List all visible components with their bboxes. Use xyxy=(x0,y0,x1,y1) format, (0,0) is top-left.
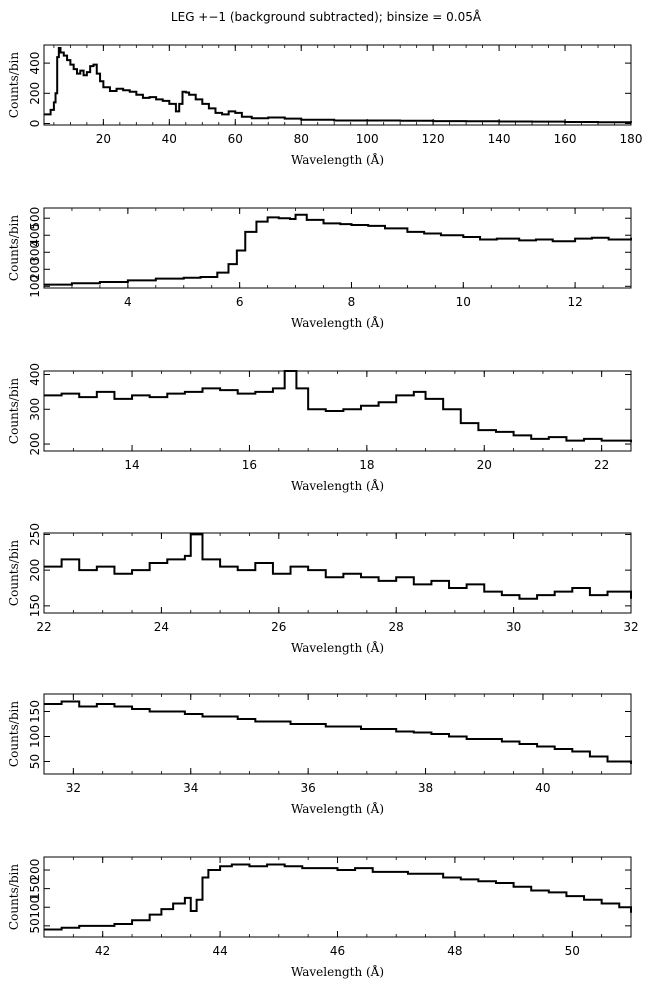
x-tick-label: 14 xyxy=(124,458,139,472)
x-tick-label: 20 xyxy=(96,132,111,146)
x-tick-label: 100 xyxy=(356,132,379,146)
x-tick-label: 40 xyxy=(162,132,177,146)
y-tick-label: 200 xyxy=(28,859,42,882)
x-tick-label: 60 xyxy=(228,132,243,146)
x-tick-label: 22 xyxy=(36,620,51,634)
x-tick-label: 50 xyxy=(565,944,580,958)
x-tick-label: 40 xyxy=(535,781,550,795)
y-axis-label: Counts/bin xyxy=(7,378,21,444)
y-tick-label: 300 xyxy=(28,398,42,421)
y-tick-label: 300 xyxy=(28,241,42,264)
panel-4: 22 24 26 28 30 32 150 200 250 Wavelength (Å) Count… xyxy=(7,523,639,655)
x-tick-label: 4 xyxy=(124,295,132,309)
spectrum-series xyxy=(44,47,632,124)
x-axis-label: Wavelength (Å) xyxy=(291,152,384,167)
x-tick-label: 32 xyxy=(623,620,638,634)
y-tick-label: 200 xyxy=(28,559,42,582)
x-tick-label: 26 xyxy=(271,620,286,634)
panel-3: 14 16 18 20 22 200 300 400 Wavelength (Å) Counts/… xyxy=(7,363,632,493)
y-tick-label: 50 xyxy=(28,754,42,769)
x-tick-label: 32 xyxy=(66,781,81,795)
x-tick-label: 42 xyxy=(95,944,110,958)
x-tick-label: 18 xyxy=(359,458,374,472)
y-tick-label: 400 xyxy=(28,52,42,75)
plot-frame xyxy=(43,207,632,289)
spectrum-series xyxy=(44,863,632,931)
x-tick-label: 6 xyxy=(236,295,244,309)
x-tick-label: 12 xyxy=(567,295,582,309)
y-tick-label: 100 xyxy=(28,725,42,748)
x-axis-label: Wavelength (Å) xyxy=(291,640,384,655)
panel-5: 32 34 36 38 40 50 100 150 Wavelength (Å) Counts/b… xyxy=(7,693,632,816)
y-tick-label: 200 xyxy=(28,82,42,105)
spectrum-series xyxy=(44,700,632,764)
panel-1: 20 40 60 80 100 120 140 160 180 0 200 400 Wavelength… xyxy=(7,44,643,167)
x-tick-label: 22 xyxy=(594,458,609,472)
spectrum-series xyxy=(44,213,632,286)
y-axis-label: Counts/bin xyxy=(7,701,21,767)
x-tick-label: 20 xyxy=(477,458,492,472)
x-tick-label: 30 xyxy=(506,620,521,634)
x-tick-label: 38 xyxy=(418,781,433,795)
spectrum-series xyxy=(44,533,632,600)
x-tick-label: 46 xyxy=(330,944,345,958)
x-axis-label: Wavelength (Å) xyxy=(291,801,384,816)
y-axis-label: Counts/bin xyxy=(7,215,21,281)
y-tick-label: 150 xyxy=(28,700,42,723)
y-tick-label: 200 xyxy=(28,433,42,456)
x-tick-label: 120 xyxy=(422,132,445,146)
y-tick-label: 400 xyxy=(28,224,42,247)
y-tick-label: 150 xyxy=(28,877,42,900)
x-axis-label: Wavelength (Å) xyxy=(291,478,384,493)
y-tick-label: 100 xyxy=(28,275,42,298)
y-axis-label: Counts/bin xyxy=(7,52,21,118)
x-tick-label: 34 xyxy=(183,781,198,795)
y-tick-label: 400 xyxy=(28,363,42,386)
x-tick-label: 10 xyxy=(456,295,471,309)
x-tick-label: 28 xyxy=(389,620,404,634)
spectrum-series xyxy=(44,370,632,443)
x-tick-label: 44 xyxy=(212,944,227,958)
figure-title: LEG +−1 (background subtracted); binsize… xyxy=(170,10,482,24)
x-tick-label: 16 xyxy=(242,458,257,472)
y-tick-label: 200 xyxy=(28,258,42,281)
y-tick-label: 0 xyxy=(28,120,42,128)
x-tick-label: 24 xyxy=(154,620,169,634)
x-tick-label: 80 xyxy=(294,132,309,146)
plot-frame xyxy=(43,44,632,126)
y-tick-label: 100 xyxy=(28,896,42,919)
x-axis-label: Wavelength (Å) xyxy=(291,315,384,330)
x-tick-label: 180 xyxy=(620,132,643,146)
y-axis-label: Counts/bin xyxy=(7,540,21,606)
x-tick-label: 8 xyxy=(348,295,356,309)
y-tick-label: 150 xyxy=(28,594,42,617)
x-tick-label: 160 xyxy=(554,132,577,146)
x-tick-label: 140 xyxy=(488,132,511,146)
y-tick-label: 250 xyxy=(28,523,42,546)
x-axis-label: Wavelength (Å) xyxy=(291,964,384,979)
y-axis-label: Counts/bin xyxy=(7,864,21,930)
x-tick-label: 36 xyxy=(301,781,316,795)
y-tick-label: 50 xyxy=(28,918,42,933)
y-tick-label: 500 xyxy=(28,207,42,230)
x-tick-label: 48 xyxy=(447,944,462,958)
